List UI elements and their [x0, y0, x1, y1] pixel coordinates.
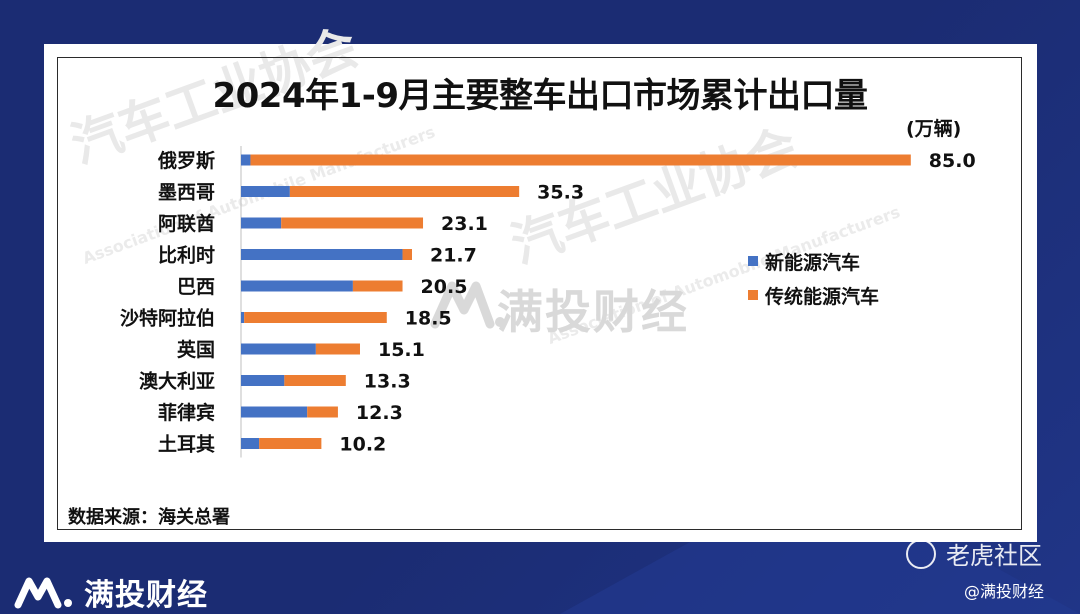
bar-segment-nev	[241, 186, 290, 197]
bar-total-label: 21.7	[430, 245, 477, 267]
category-label: 俄罗斯	[157, 149, 215, 172]
legend-swatch-ice	[748, 290, 758, 300]
bar-total-label: 85.0	[929, 150, 976, 172]
bar-segment-ice	[289, 186, 520, 197]
bar-segment-nev	[241, 375, 285, 386]
brand-watermark: 满投财经	[497, 285, 689, 339]
category-label: 澳大利亚	[139, 370, 215, 393]
bar-segment-nev	[241, 217, 282, 229]
chart-title: 2024年1-9月主要整车出口市场累计出口量	[212, 76, 868, 116]
bar-segment-ice	[307, 406, 338, 418]
category-label: 巴西	[177, 276, 215, 298]
chart-card	[44, 44, 1037, 542]
bar-segment-nev	[241, 312, 245, 323]
bar-segment-ice	[250, 154, 911, 166]
bar-segment-ice	[352, 280, 403, 292]
footer-brand: 满投财经	[14, 570, 208, 614]
bar-total-label: 35.3	[537, 182, 584, 204]
tiger-icon	[906, 538, 936, 569]
category-label: 阿联酋	[158, 212, 215, 235]
category-label: 土耳其	[158, 434, 215, 456]
bar-total-label: 15.1	[378, 339, 425, 361]
platform-name: 老虎社区	[946, 542, 1042, 570]
bar-segment-nev	[241, 406, 308, 418]
bar-segment-ice	[259, 438, 322, 449]
unit-label: (万辆)	[906, 118, 962, 140]
bar-total-label: 18.5	[405, 308, 452, 330]
platform-watermark: 老虎社区	[906, 536, 1042, 571]
category-label: 比利时	[158, 245, 215, 267]
category-label: 墨西哥	[158, 182, 215, 204]
legend-item-nev: 新能源汽车	[748, 244, 879, 278]
category-label: 沙特阿拉伯	[120, 307, 215, 330]
bar-segment-ice	[315, 343, 360, 355]
bar-total-label: 12.3	[356, 402, 403, 424]
legend-label-ice: 传统能源汽车	[765, 285, 880, 308]
legend-label-nev: 新能源汽车	[765, 251, 861, 274]
category-label: 菲律宾	[158, 401, 215, 424]
bar-segment-ice	[284, 375, 346, 386]
bar-segment-ice	[402, 249, 412, 260]
bar-segment-nev	[241, 343, 316, 355]
bar-total-label: 20.5	[421, 276, 468, 298]
data-source: 数据来源：海关总署	[68, 507, 230, 528]
legend-item-ice: 传统能源汽车	[748, 278, 879, 312]
bar-segment-nev	[241, 280, 353, 292]
bar-segment-ice	[244, 312, 387, 323]
chart-frame	[57, 57, 1022, 530]
author-handle: @满投财经	[964, 582, 1045, 601]
bar-segment-nev	[241, 438, 260, 449]
bar-segment-nev	[241, 154, 251, 166]
bar-total-label: 23.1	[441, 213, 488, 235]
bar-total-label: 10.2	[339, 434, 386, 456]
bar-segment-nev	[241, 249, 403, 260]
bar-total-label: 13.3	[364, 371, 411, 393]
legend-swatch-nev	[748, 256, 758, 266]
footer-brand-name: 满投财经	[84, 578, 208, 613]
brand-logo-icon	[14, 577, 72, 609]
legend: 新能源汽车 传统能源汽车	[748, 244, 879, 312]
bar-segment-ice	[281, 217, 424, 229]
brand-logo-watermark-icon	[430, 281, 505, 329]
category-label: 英国	[177, 338, 215, 361]
